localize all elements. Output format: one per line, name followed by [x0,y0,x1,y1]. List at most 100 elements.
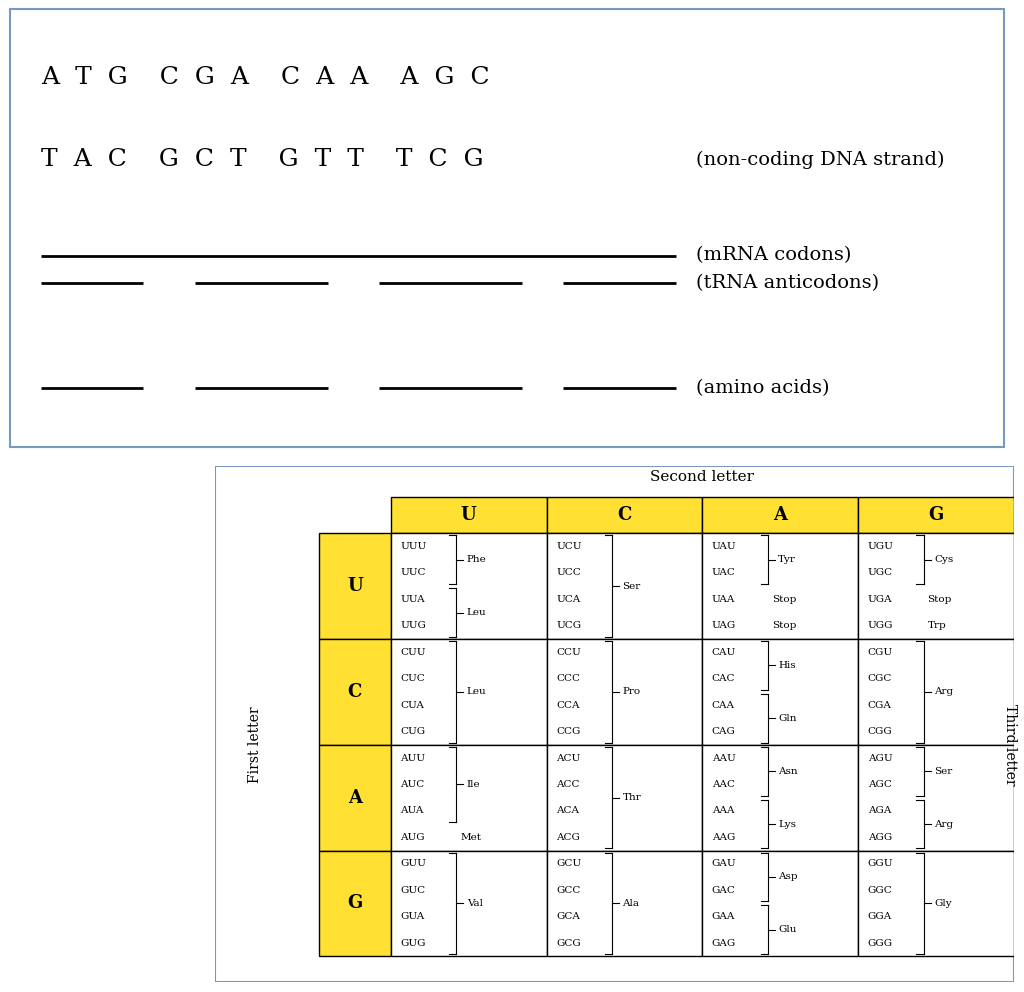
Bar [547,497,702,534]
Text: GAA: GAA [712,912,735,922]
Text: UGU: UGU [867,542,894,551]
Bar [858,850,1014,956]
Text: G: G [347,895,362,913]
Text: CUC: CUC [400,675,425,683]
Text: ACU: ACU [556,754,581,763]
Text: Asp: Asp [778,873,798,882]
Text: Gly: Gly [934,899,951,908]
Text: UGA: UGA [867,595,892,604]
Text: CUG: CUG [400,727,425,736]
Text: CUU: CUU [400,648,426,657]
Bar [547,639,702,745]
Bar [702,745,858,850]
Bar [391,534,547,639]
Text: Tyr: Tyr [778,556,796,564]
Bar [1014,639,1024,745]
Bar [318,534,391,639]
Text: UUG: UUG [400,621,426,630]
Text: Ala: Ala [623,899,639,908]
Text: CGC: CGC [867,675,892,683]
Text: Gln: Gln [778,714,797,723]
Text: AAG: AAG [712,833,735,842]
Bar [702,497,858,534]
Text: CAG: CAG [712,727,735,736]
Text: AAA: AAA [712,806,734,815]
Text: (mRNA codons): (mRNA codons) [696,247,852,265]
Text: (tRNA anticodons): (tRNA anticodons) [696,274,880,292]
Text: GCA: GCA [556,912,580,922]
Bar [702,534,858,639]
Text: Ser: Ser [934,767,952,776]
Text: GUA: GUA [400,912,425,922]
Text: Second letter: Second letter [650,470,755,484]
Text: UUC: UUC [400,568,426,577]
Text: UCA: UCA [556,595,581,604]
Text: G: G [929,506,943,524]
Text: GUC: GUC [400,886,425,895]
Text: Stop: Stop [772,621,796,630]
Text: AGC: AGC [867,780,892,789]
Text: CGU: CGU [867,648,893,657]
Bar [1014,534,1024,639]
Text: Leu: Leu [467,687,486,696]
Text: Val: Val [467,899,482,908]
Text: His: His [778,661,796,670]
Text: Stop: Stop [772,595,796,604]
Text: Cys: Cys [934,556,953,564]
Text: GUU: GUU [400,859,426,868]
Bar [858,534,1014,639]
Text: Third letter: Third letter [1002,704,1017,786]
Bar [547,850,702,956]
Text: Ile: Ile [467,780,480,789]
Text: Asn: Asn [778,767,798,776]
Bar [858,639,1014,745]
Bar [318,745,391,850]
Text: CAA: CAA [712,700,735,709]
Text: CCA: CCA [556,700,580,709]
Text: Leu: Leu [467,608,486,617]
Text: CGG: CGG [867,727,892,736]
Text: Thr: Thr [623,794,641,803]
Bar [547,745,702,850]
Text: CGA: CGA [867,700,892,709]
Text: CAC: CAC [712,675,735,683]
Text: First letter: First letter [248,706,262,783]
Bar [391,745,547,850]
Text: CCC: CCC [556,675,580,683]
Text: (amino acids): (amino acids) [696,379,829,397]
Text: AGU: AGU [867,754,892,763]
Text: Stop: Stop [928,595,952,604]
Text: UGC: UGC [867,568,893,577]
Text: C: C [617,506,632,524]
Text: T  A  C    G  C  T    G  T  T    T  C  G: T A C G C T G T T T C G [41,148,483,172]
Bar [391,639,547,745]
Text: GCC: GCC [556,886,581,895]
Bar [858,497,1014,534]
Text: U: U [461,506,476,524]
Text: Ser: Ser [623,581,641,590]
Text: AGG: AGG [867,833,892,842]
Text: AUA: AUA [400,806,424,815]
Text: UAU: UAU [712,542,736,551]
Text: CAU: CAU [712,648,736,657]
Text: UAA: UAA [712,595,735,604]
Text: UAC: UAC [712,568,735,577]
Bar [318,850,391,956]
Text: GAU: GAU [712,859,736,868]
Text: UCC: UCC [556,568,581,577]
Text: GGG: GGG [867,938,893,947]
Text: GAC: GAC [712,886,735,895]
Text: ACC: ACC [556,780,580,789]
Text: GGA: GGA [867,912,892,922]
Text: Glu: Glu [778,926,797,934]
Text: UAG: UAG [712,621,736,630]
Text: GAG: GAG [712,938,736,947]
Text: UCG: UCG [556,621,582,630]
Bar [318,639,391,745]
Text: CCU: CCU [556,648,581,657]
Text: GGC: GGC [867,886,892,895]
Text: AUG: AUG [400,833,425,842]
Text: C: C [347,682,362,701]
FancyBboxPatch shape [10,9,1004,447]
Text: GUG: GUG [400,938,426,947]
